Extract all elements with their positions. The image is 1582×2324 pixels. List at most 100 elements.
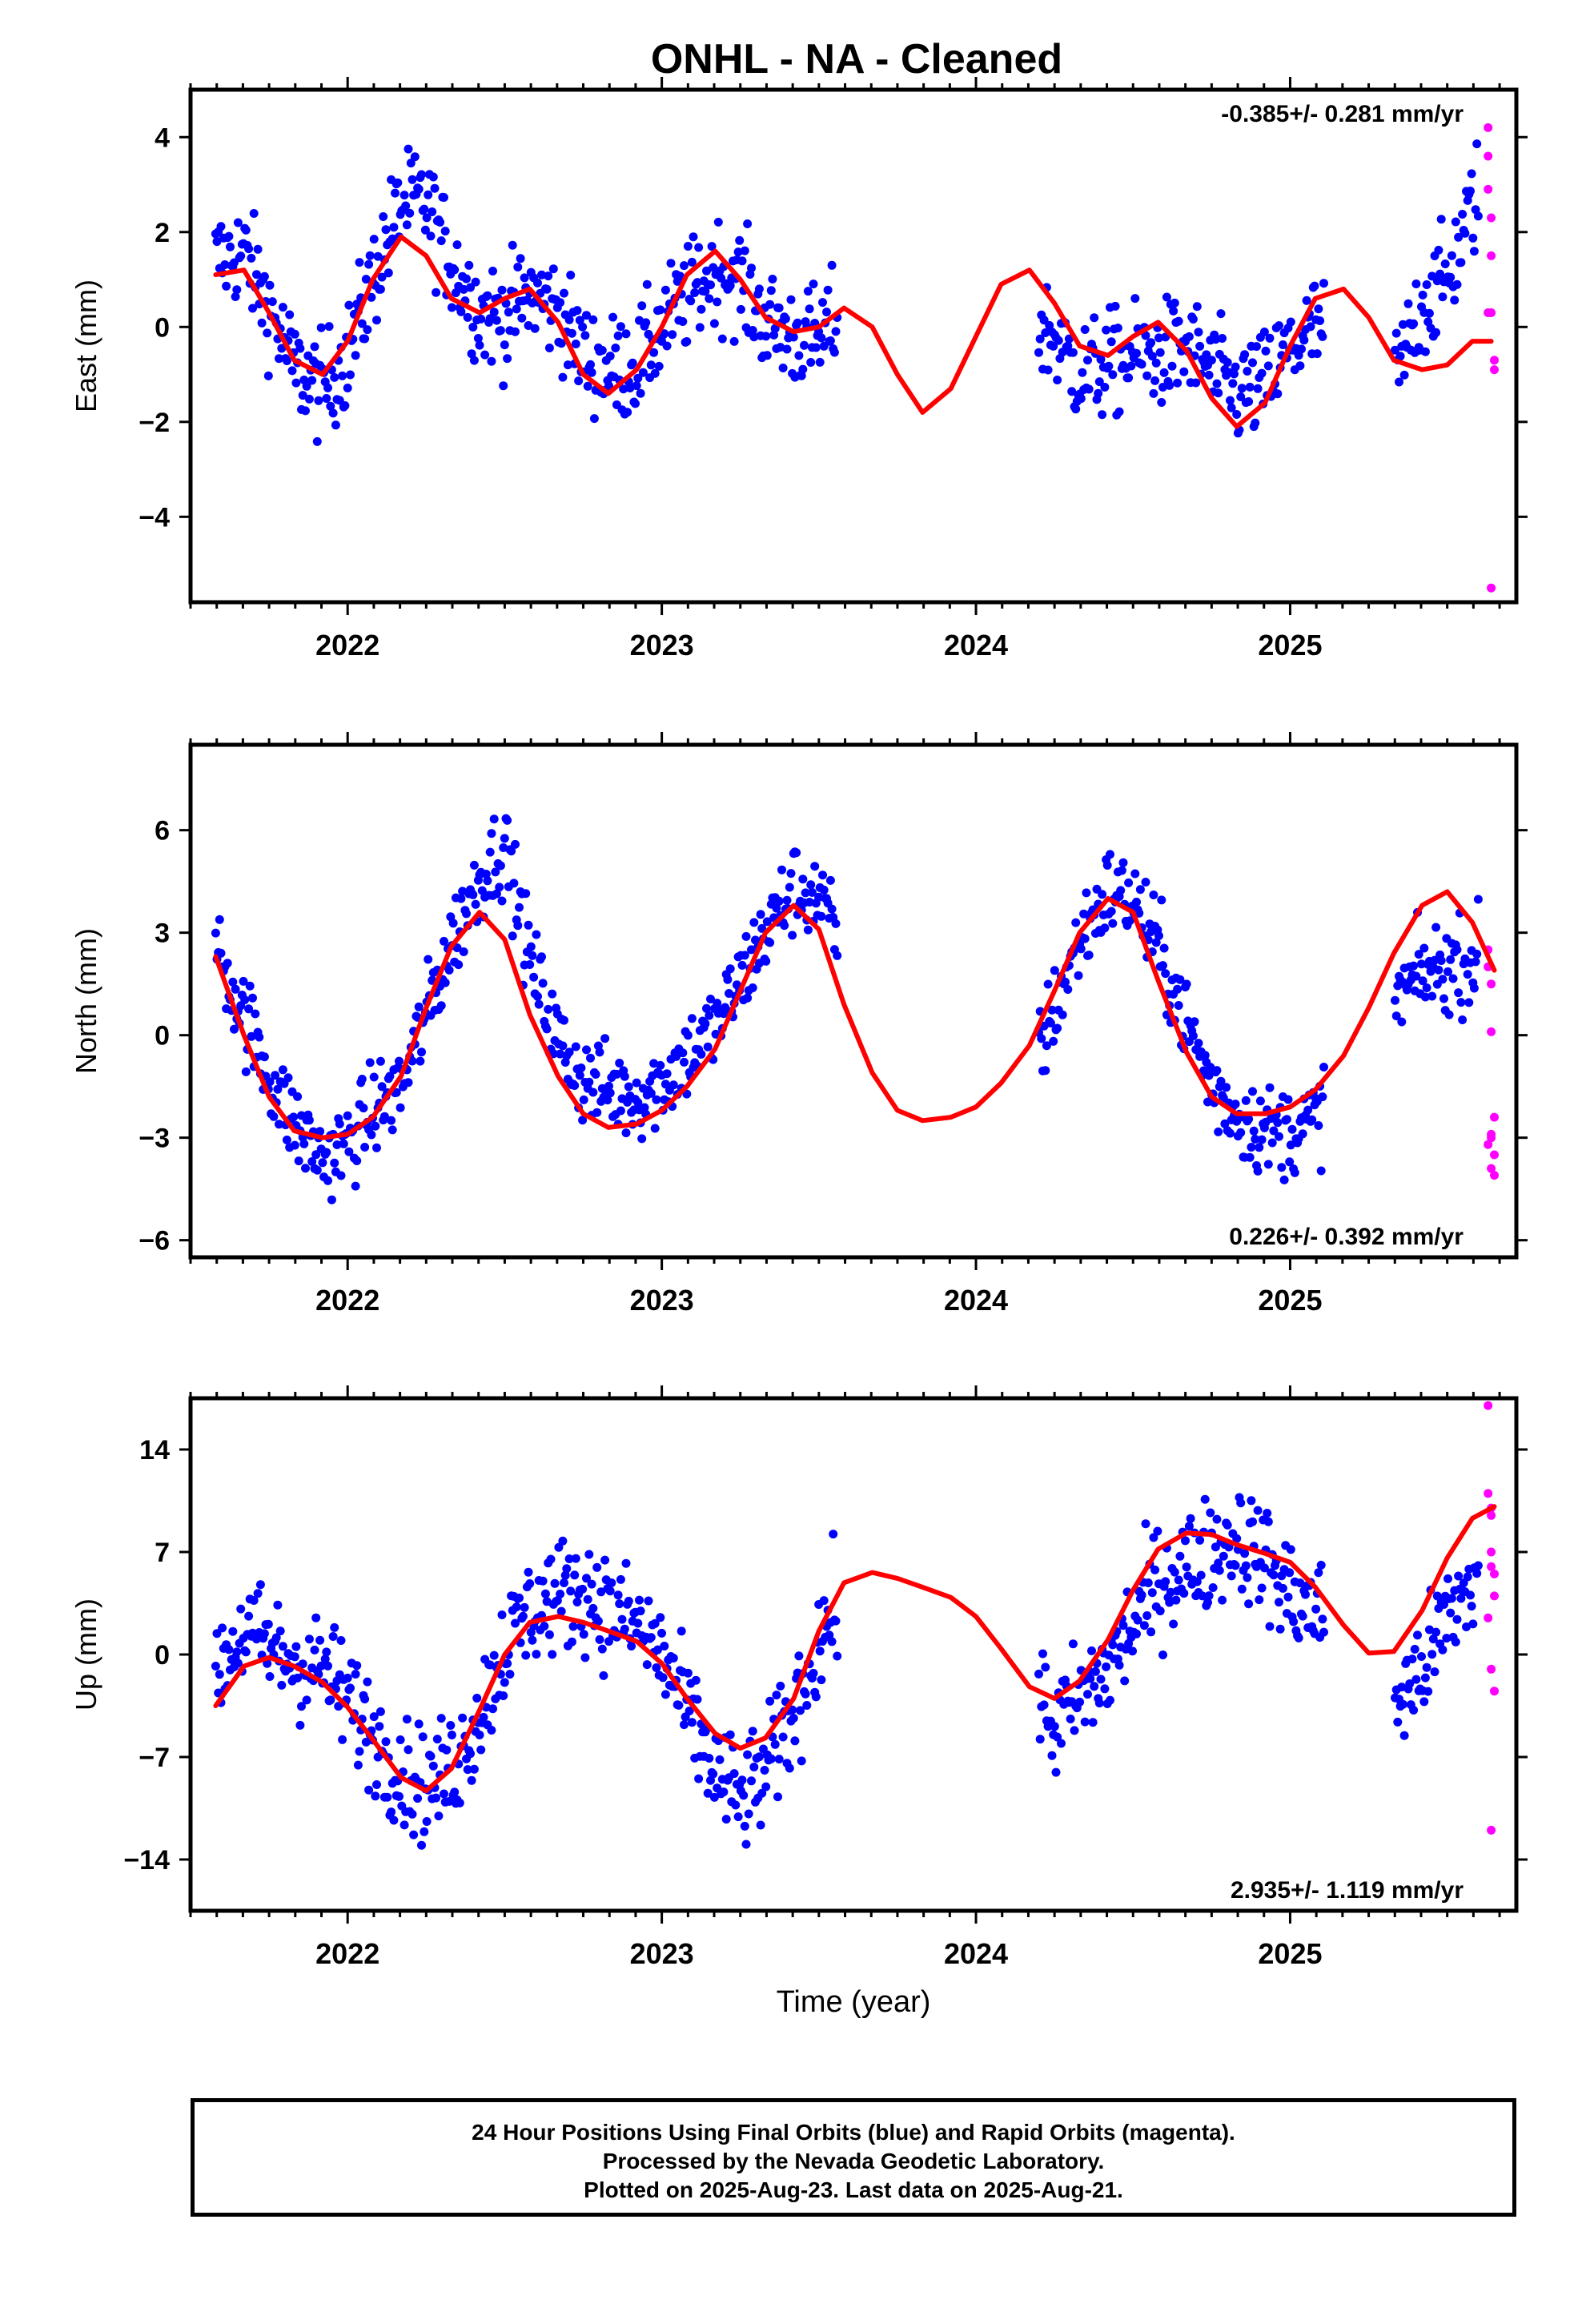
east-final-point — [447, 303, 456, 312]
east-final-point — [520, 273, 529, 283]
east-final-point — [616, 322, 625, 332]
up-final-point — [593, 1616, 603, 1626]
east-final-point — [733, 247, 743, 257]
up-final-point — [479, 1712, 488, 1722]
up-final-point — [1132, 1629, 1141, 1638]
up-final-point — [1214, 1558, 1223, 1568]
east-final-point — [259, 271, 269, 281]
east-final-point — [377, 272, 387, 282]
north-final-point — [369, 1072, 379, 1082]
east-final-point — [452, 240, 462, 250]
east-final-point — [487, 356, 496, 366]
up-final-point — [624, 1596, 633, 1606]
north-final-point — [749, 918, 759, 927]
up-final-point — [467, 1775, 476, 1785]
up-final-point — [658, 1673, 668, 1683]
north-final-point — [756, 910, 765, 919]
east-ytick-label: 4 — [155, 123, 170, 153]
north-final-point — [1443, 967, 1452, 976]
north-final-point — [318, 1158, 327, 1168]
up-final-point — [1456, 1594, 1466, 1603]
east-ytick-label: −2 — [139, 408, 170, 438]
north-final-point — [534, 999, 544, 1009]
up-final-point — [488, 1704, 497, 1714]
up-final-point — [525, 1579, 535, 1588]
up-final-point — [595, 1634, 604, 1644]
north-final-point — [1431, 923, 1441, 932]
north-final-point — [282, 1136, 291, 1144]
north-final-point — [632, 1078, 641, 1088]
east-final-point — [420, 225, 430, 235]
north-final-point — [706, 995, 715, 1003]
east-final-point — [524, 321, 533, 330]
north-final-point — [1391, 995, 1399, 1005]
up-final-point — [371, 1791, 380, 1801]
east-final-point — [572, 306, 582, 316]
up-final-point — [355, 1747, 364, 1756]
footer-box: 24 Hour Positions Using Final Orbits (bl… — [191, 2098, 1516, 2217]
up-model-curve — [213, 1504, 1497, 1794]
north-final-point — [827, 904, 837, 914]
north-final-point — [371, 1121, 380, 1131]
north-final-point — [747, 945, 756, 955]
up-final-point — [685, 1707, 694, 1715]
up-final-point — [785, 1763, 794, 1773]
east-final-point — [355, 258, 364, 267]
footer-line-2: Processed by the Nevada Geodetic Laborat… — [602, 2149, 1105, 2173]
east-final-point — [678, 317, 688, 326]
east-final-point — [1137, 360, 1146, 369]
up-final-point — [548, 1650, 557, 1659]
up-final-point — [1399, 1731, 1409, 1740]
north-final-point — [1247, 1143, 1256, 1152]
up-final-point — [1035, 1735, 1045, 1744]
east-final-point — [323, 383, 332, 392]
north-final-point — [299, 1139, 309, 1148]
north-xtick-label: 2022 — [315, 1284, 379, 1317]
east-final-point — [680, 261, 689, 271]
north-rapid-point — [1487, 1164, 1496, 1173]
up-ytick-label: 0 — [155, 1640, 170, 1671]
up-final-point — [1253, 1506, 1263, 1515]
up-final-point — [1198, 1591, 1207, 1601]
north-final-point — [1216, 1076, 1226, 1086]
up-final-point — [1186, 1514, 1195, 1523]
east-final-point — [646, 360, 656, 370]
north-final-point — [1452, 945, 1462, 955]
east-final-point — [571, 340, 580, 348]
east-final-point — [1286, 317, 1295, 327]
north-final-point — [491, 867, 500, 877]
north-final-point — [440, 978, 450, 987]
north-final-point — [1253, 1166, 1263, 1176]
up-final-point — [1431, 1627, 1441, 1637]
north-final-point — [294, 1156, 303, 1166]
up-final-point — [511, 1618, 520, 1628]
up-rapid-point — [1487, 1547, 1496, 1557]
up-final-point — [693, 1695, 702, 1704]
up-final-point — [241, 1647, 251, 1657]
east-final-point — [1458, 210, 1468, 219]
north-rapid-point — [1490, 1171, 1499, 1180]
east-final-point — [302, 381, 311, 391]
up-final-point — [278, 1642, 287, 1651]
east-final-point — [1169, 306, 1178, 316]
up-final-point — [817, 1675, 826, 1685]
north-final-point — [831, 919, 841, 928]
east-final-point — [1211, 335, 1220, 344]
east-final-point — [1456, 258, 1466, 267]
up-final-point — [538, 1576, 548, 1586]
east-final-point — [623, 408, 632, 417]
east-final-point — [1076, 394, 1086, 404]
north-final-point — [273, 1084, 283, 1094]
north-final-point — [1231, 1100, 1240, 1109]
north-final-point — [701, 1019, 710, 1028]
north-final-point — [1454, 988, 1464, 998]
east-final-point — [1259, 328, 1269, 336]
north-final-point — [1130, 869, 1140, 879]
north-final-point — [1190, 1017, 1199, 1027]
north-final-point — [1409, 961, 1419, 971]
east-final-point — [564, 315, 574, 324]
north-final-point — [1200, 1051, 1210, 1060]
east-final-point — [1154, 333, 1163, 343]
up-final-point — [499, 1691, 508, 1700]
north-final-point — [1159, 943, 1169, 953]
